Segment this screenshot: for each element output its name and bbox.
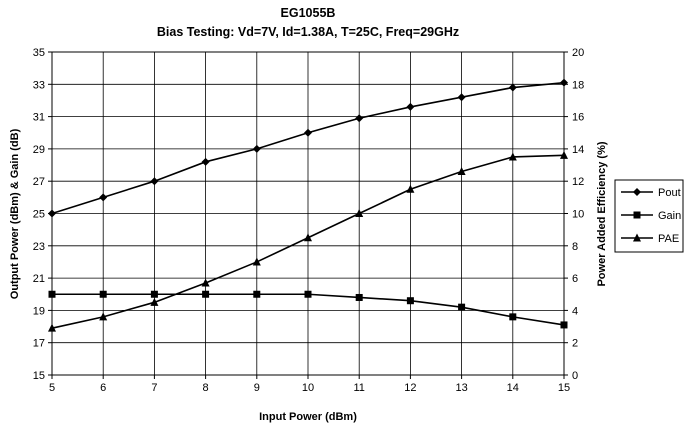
legend-marker-pae bbox=[633, 233, 641, 242]
x-tick-label: 7 bbox=[151, 382, 157, 394]
x-tick-label: 14 bbox=[507, 382, 519, 394]
x-tick-label: 12 bbox=[404, 382, 416, 394]
data-point-pout bbox=[48, 209, 56, 218]
data-point-pout bbox=[304, 128, 312, 137]
y-tick-label: 25 bbox=[33, 209, 45, 221]
y-tick-label: 19 bbox=[33, 305, 45, 317]
tick-layer: 5 6 7 8 9 10 11 12 13 14 15 15 17 19 21 23 25 27 29 31 33 35 0… bbox=[33, 47, 585, 394]
data-point-pae bbox=[406, 184, 415, 193]
y-tick-label: 31 bbox=[33, 112, 45, 124]
y-tick-label: 17 bbox=[33, 338, 45, 350]
data-point-gain bbox=[202, 290, 210, 298]
data-point-pout bbox=[457, 93, 466, 102]
x-tick-label: 8 bbox=[203, 382, 209, 394]
data-point-pae bbox=[355, 209, 364, 217]
data-point-gain bbox=[150, 290, 158, 298]
grid-layer bbox=[51, 51, 565, 376]
data-point-pae bbox=[304, 233, 312, 242]
y2-tick-label: 2 bbox=[572, 338, 578, 350]
legend: Pout Gain PAE bbox=[614, 179, 684, 253]
data-point-gain bbox=[509, 313, 517, 321]
y-tick-label: 21 bbox=[33, 273, 45, 285]
data-point-pout bbox=[355, 114, 364, 123]
data-point-pae bbox=[150, 297, 159, 306]
y2-tick-label: 6 bbox=[572, 273, 578, 285]
chart-title: EG1055B bbox=[281, 6, 336, 20]
x-tick-label: 15 bbox=[558, 382, 570, 394]
y-tick-label: 35 bbox=[33, 47, 45, 59]
data-point-pae bbox=[48, 323, 56, 332]
data-point-gain bbox=[48, 290, 56, 298]
data-point-gain bbox=[406, 297, 414, 305]
legend-label-pae: PAE bbox=[658, 233, 679, 245]
x-tick-label: 6 bbox=[100, 382, 106, 394]
y2-tick-label: 12 bbox=[572, 176, 584, 188]
series-layer bbox=[48, 78, 568, 332]
y2-tick-label: 4 bbox=[572, 305, 578, 317]
data-point-pae bbox=[560, 150, 568, 159]
x-tick-label: 9 bbox=[254, 382, 260, 394]
data-point-pout bbox=[508, 83, 517, 92]
data-point-pae bbox=[508, 152, 517, 161]
y-tick-label: 23 bbox=[33, 241, 45, 253]
y2-tick-label: 0 bbox=[572, 370, 578, 382]
y-axis-label: Output Power (dBm) & Gain (dB) bbox=[9, 128, 21, 299]
data-point-gain bbox=[253, 290, 261, 298]
data-point-pout bbox=[406, 102, 415, 111]
x-tick-label: 5 bbox=[49, 382, 55, 394]
data-point-pout bbox=[252, 144, 261, 153]
y-tick-label: 15 bbox=[33, 370, 45, 382]
y-tick-label: 29 bbox=[33, 144, 45, 156]
x-axis-label: Input Power (dBm) bbox=[259, 411, 357, 423]
data-point-pae bbox=[201, 278, 210, 287]
y2-tick-label: 16 bbox=[572, 112, 584, 124]
data-point-gain bbox=[355, 293, 363, 301]
data-point-pout bbox=[150, 177, 159, 186]
legend-marker-gain bbox=[633, 211, 641, 219]
y2-axis-label: Power Added Efficiency (%) bbox=[596, 141, 608, 286]
data-point-pout bbox=[99, 193, 108, 202]
data-point-gain bbox=[99, 290, 107, 298]
legend-label-gain: Gain bbox=[658, 210, 681, 222]
data-point-gain bbox=[304, 290, 312, 298]
x-tick-label: 11 bbox=[353, 382, 364, 394]
legend-marker-pout bbox=[633, 188, 641, 196]
legend-label-pout: Pout bbox=[658, 187, 681, 199]
data-point-pout bbox=[560, 78, 568, 87]
x-tick-label: 10 bbox=[302, 382, 314, 394]
y2-tick-label: 18 bbox=[572, 79, 584, 91]
y2-tick-label: 14 bbox=[572, 144, 584, 156]
data-point-pout bbox=[201, 157, 210, 166]
chart-subtitle: Bias Testing: Vd=7V, Id=1.38A, T=25C, Fr… bbox=[157, 25, 459, 39]
data-point-gain bbox=[560, 321, 568, 329]
x-tick-label: 13 bbox=[455, 382, 467, 394]
data-point-pae bbox=[252, 257, 261, 266]
data-point-gain bbox=[458, 303, 466, 311]
y2-tick-label: 8 bbox=[572, 241, 578, 253]
data-point-pae bbox=[99, 312, 108, 321]
y-tick-label: 33 bbox=[33, 79, 45, 91]
y2-tick-label: 20 bbox=[572, 47, 584, 59]
y-tick-label: 27 bbox=[33, 176, 45, 188]
y2-tick-label: 10 bbox=[572, 209, 584, 221]
data-point-pae bbox=[457, 167, 466, 176]
